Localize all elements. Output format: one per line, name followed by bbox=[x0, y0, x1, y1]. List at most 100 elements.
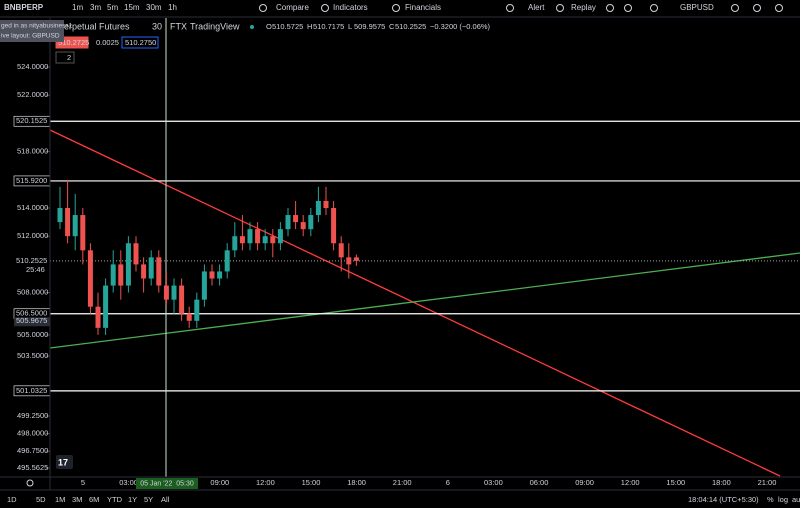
range-button[interactable]: 1D bbox=[7, 495, 17, 504]
candle-body bbox=[346, 257, 352, 265]
legend-interval: 30 bbox=[152, 21, 162, 31]
candle-body bbox=[277, 229, 283, 244]
sell-price[interactable]: 510.2725 bbox=[58, 38, 89, 47]
toolbar-icon[interactable] bbox=[753, 4, 761, 12]
y-tick-label: 496.7500 bbox=[17, 446, 48, 455]
candle-body bbox=[224, 250, 230, 272]
toolbar-icon[interactable] bbox=[556, 4, 564, 12]
alert-button[interactable]: Alert bbox=[528, 3, 545, 12]
candle-body bbox=[285, 215, 291, 230]
ohlc-value: 510.7175 bbox=[313, 22, 344, 31]
candle-body bbox=[80, 215, 86, 251]
candle-body bbox=[118, 264, 124, 286]
toolbar-icon[interactable] bbox=[259, 4, 267, 12]
x-tick-label: 03:00 bbox=[484, 478, 503, 487]
toolbar-icon[interactable] bbox=[392, 4, 400, 12]
price-label: 515.9200 bbox=[16, 176, 47, 185]
x-tick-label: 03:00 bbox=[119, 478, 138, 487]
y-tick-label: 503.5000 bbox=[17, 351, 48, 360]
range-button[interactable]: 5D bbox=[36, 495, 46, 504]
settings-icon[interactable] bbox=[26, 479, 34, 487]
range-button[interactable]: 6M bbox=[89, 495, 99, 504]
toolbar-icon[interactable] bbox=[650, 4, 658, 12]
logo-bg bbox=[56, 455, 73, 469]
candle-body bbox=[300, 222, 306, 230]
buy-bg[interactable] bbox=[121, 36, 159, 49]
sell-bg[interactable] bbox=[55, 36, 89, 49]
candle-body bbox=[353, 257, 359, 261]
toolbar-icon[interactable] bbox=[731, 4, 739, 12]
x-tick-label: 12:00 bbox=[256, 478, 275, 487]
candle-body bbox=[239, 236, 245, 244]
interval-button[interactable]: 15m bbox=[124, 3, 140, 12]
ohlc-value: 509.9575 bbox=[354, 22, 385, 31]
x-tick-label: 06:00 bbox=[530, 478, 549, 487]
collapsed-count[interactable]: 2 bbox=[67, 53, 71, 62]
legend-title: erpetual Futures bbox=[64, 21, 130, 31]
buy-price[interactable]: 510.2750 bbox=[125, 38, 156, 47]
y-tick-label: 498.0000 bbox=[17, 429, 48, 438]
candle-body bbox=[194, 299, 200, 321]
candle-body bbox=[201, 271, 207, 300]
interval-button[interactable]: 3m bbox=[90, 3, 101, 12]
range-button[interactable]: 3M bbox=[72, 495, 82, 504]
x-tick-label: 15:00 bbox=[302, 478, 321, 487]
candle-body bbox=[65, 208, 71, 237]
crosshair-price-label: 505.9675 bbox=[16, 316, 47, 325]
x-tick-label: 09:00 bbox=[210, 478, 229, 487]
x-tick-label: 15:00 bbox=[666, 478, 685, 487]
candle-body bbox=[323, 200, 329, 208]
candle-body bbox=[103, 285, 109, 328]
x-tick-label: 12:00 bbox=[621, 478, 640, 487]
candle-body bbox=[133, 243, 139, 265]
range-button[interactable]: 1Y bbox=[128, 495, 137, 504]
candle-body bbox=[141, 264, 147, 279]
candle-body bbox=[262, 236, 268, 244]
auto-toggle[interactable]: auto bbox=[792, 495, 800, 504]
symbol[interactable]: BNBPERP bbox=[4, 3, 44, 12]
toolbar-icon[interactable] bbox=[624, 4, 632, 12]
candle-body bbox=[217, 271, 223, 279]
candle-body bbox=[247, 229, 253, 244]
toolbar-icon[interactable] bbox=[506, 4, 514, 12]
interval-button[interactable]: 30m bbox=[146, 3, 162, 12]
financials-button[interactable]: Financials bbox=[405, 3, 441, 12]
crosshair-time-label: 05 Jan '22 05:30 bbox=[140, 480, 194, 487]
layout-button[interactable]: GBPUSD bbox=[680, 3, 714, 12]
candle-body bbox=[270, 236, 276, 244]
top-toolbar bbox=[0, 0, 800, 17]
y-tick-label: 505.0000 bbox=[17, 330, 48, 339]
ohlc-key: C bbox=[389, 22, 395, 31]
collapse-bg[interactable] bbox=[55, 51, 75, 64]
interval-button[interactable]: 1h bbox=[168, 3, 177, 12]
toolbar-icon[interactable] bbox=[321, 4, 329, 12]
candle-body bbox=[331, 208, 337, 244]
candle-body bbox=[232, 236, 238, 251]
range-button[interactable]: YTD bbox=[107, 495, 123, 504]
range-button[interactable]: All bbox=[161, 495, 170, 504]
tooltip-line: ive layout: GBPUSD bbox=[1, 33, 60, 40]
candle-body bbox=[125, 243, 131, 286]
x-tick-label: 18:00 bbox=[347, 478, 366, 487]
log-toggle[interactable]: log bbox=[778, 495, 788, 504]
candle-body bbox=[255, 229, 261, 244]
candle-body bbox=[87, 250, 93, 307]
indicators-button[interactable]: Indicators bbox=[333, 3, 368, 12]
candle-body bbox=[186, 313, 192, 321]
replay-button[interactable]: Replay bbox=[571, 3, 596, 12]
candle-body bbox=[171, 285, 177, 300]
clock: 18:04:14 (UTC+5:30) bbox=[688, 495, 759, 504]
x-tick-label: 5 bbox=[81, 478, 85, 487]
percent-toggle[interactable]: % bbox=[767, 495, 774, 504]
compare-button[interactable]: Compare bbox=[276, 3, 309, 12]
range-button[interactable]: 5Y bbox=[144, 495, 153, 504]
interval-button[interactable]: 5m bbox=[107, 3, 118, 12]
tooltip-bg bbox=[0, 20, 64, 42]
range-button[interactable]: 1M bbox=[55, 495, 65, 504]
interval-button[interactable]: 1m bbox=[72, 3, 83, 12]
candle-body bbox=[315, 200, 321, 216]
toolbar-icon[interactable] bbox=[775, 4, 783, 12]
tradingview-logo: 17 bbox=[56, 455, 73, 469]
toolbar-icon[interactable] bbox=[606, 4, 614, 12]
